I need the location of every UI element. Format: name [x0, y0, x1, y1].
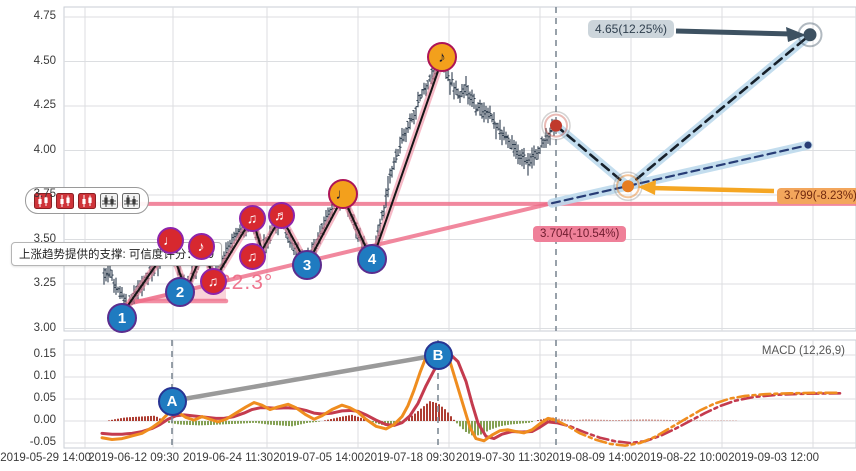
mid-target-label[interactable]: 3.799(-8.23%) — [777, 188, 856, 204]
wave-label-3[interactable]: 3 — [292, 250, 322, 280]
wave-label-4[interactable]: 4 — [357, 244, 387, 274]
pattern-event-note-icon[interactable]: ♪ — [187, 232, 215, 260]
bullish-pattern-icon[interactable] — [34, 192, 52, 209]
pattern-event-note-icon[interactable]: ♩ — [156, 226, 184, 254]
bearish-pattern-icon[interactable] — [100, 192, 118, 209]
candle-pattern-pill[interactable] — [25, 187, 149, 214]
macd-ab-line — [169, 352, 441, 404]
macd-point-A[interactable]: A — [157, 386, 187, 416]
pattern-event-note-icon[interactable]: ♫ — [238, 242, 266, 270]
bullish-pattern-icon[interactable] — [78, 192, 96, 209]
bullish-pattern-icon[interactable] — [56, 192, 74, 209]
macd-line — [100, 344, 558, 443]
uptrend-line — [124, 201, 554, 307]
bearish-pattern-icon[interactable] — [122, 192, 140, 209]
current-price-dot-ring — [541, 110, 571, 141]
pattern-event-note-icon[interactable]: ♬ — [267, 201, 295, 229]
pattern-event-note-icon[interactable]: ♫ — [238, 204, 266, 232]
macd-plot-frame — [63, 339, 856, 449]
wave-label-1[interactable]: 1 — [107, 303, 137, 333]
mid-target-arrow — [651, 185, 775, 194]
upper-target-arrow — [675, 28, 793, 37]
pivot-note-icon[interactable]: ♪ — [427, 42, 457, 72]
wave-label-2[interactable]: 2 — [165, 277, 195, 307]
macd-line-forecast — [554, 391, 842, 447]
main-plot-frame — [63, 6, 856, 332]
support-target-label[interactable]: 3.704(-10.54%) — [533, 226, 627, 242]
upper-target-label[interactable]: 4.65(12.25%) — [588, 20, 675, 38]
pattern-event-note-icon[interactable]: ♫ — [199, 267, 227, 295]
forecast-flat-line — [550, 144, 810, 205]
macd-histogram — [108, 401, 737, 437]
pivot-note-icon[interactable]: ♩ — [328, 179, 358, 209]
macd-point-B[interactable]: B — [423, 340, 453, 370]
macd-signal-line-forecast — [554, 391, 842, 445]
